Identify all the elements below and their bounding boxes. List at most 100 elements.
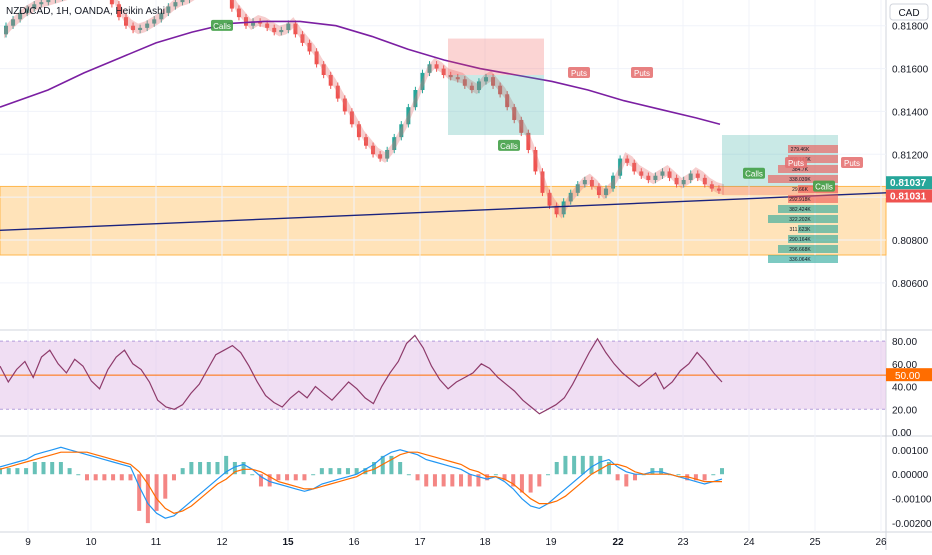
candle <box>618 158 623 176</box>
price-badge <box>886 189 932 203</box>
macd-histogram-bar <box>119 474 124 481</box>
candle <box>667 171 672 178</box>
macd-histogram-bar <box>311 474 316 476</box>
volume-profile-label: 311.623K <box>789 227 811 233</box>
candle <box>589 180 594 187</box>
candle <box>293 23 298 35</box>
volume-profile-label: 29.66K <box>792 187 809 193</box>
volume-profile-label: 292.918K <box>789 197 811 203</box>
rsi-line <box>0 334 723 415</box>
macd-histogram-bar <box>328 468 333 475</box>
macd-histogram-bar <box>424 474 429 487</box>
puts-signal <box>785 157 807 168</box>
rsi-current-badge <box>886 368 932 382</box>
price-badge <box>886 176 932 190</box>
candle <box>152 19 157 24</box>
macd-histogram-bar <box>354 468 359 475</box>
macd-histogram-bar <box>493 474 498 476</box>
macd-histogram-bar <box>24 468 29 475</box>
macd-histogram-bar <box>6 468 11 475</box>
macd-histogram-bar <box>519 474 524 493</box>
candle <box>540 171 545 193</box>
macd-histogram-bar <box>467 474 472 487</box>
macd-histogram-bar <box>285 474 290 481</box>
candle <box>349 111 354 125</box>
candle <box>646 175 651 180</box>
volume-profile-label: 338.039K <box>789 177 811 183</box>
candle <box>491 77 496 86</box>
volume-profile-bar <box>768 175 838 183</box>
signal-label: Calls <box>815 183 833 192</box>
candle <box>462 79 467 86</box>
time-tick-label: 9 <box>25 537 31 548</box>
time-tick-label: 18 <box>479 537 491 548</box>
calls-signal <box>813 180 835 192</box>
macd-pane <box>0 446 724 524</box>
currency-button[interactable]: CAD <box>889 3 929 21</box>
stop-loss-box-2 <box>722 186 838 195</box>
candle <box>476 81 481 90</box>
candle <box>385 150 390 159</box>
candle <box>356 124 361 138</box>
time-tick-label: 11 <box>151 537 162 548</box>
puts-signal <box>631 67 653 78</box>
candle <box>265 23 270 28</box>
candle <box>116 4 121 18</box>
candle <box>512 107 517 120</box>
take-profit-box <box>448 75 544 135</box>
candle <box>321 64 326 75</box>
candle <box>32 4 37 9</box>
macd-histogram-bar <box>372 462 377 475</box>
candle <box>688 173 693 180</box>
candle <box>427 64 432 73</box>
macd-histogram-bar <box>720 468 724 475</box>
macd-histogram-bar <box>293 474 298 481</box>
macd-histogram-bar <box>67 468 72 475</box>
candle <box>335 85 340 99</box>
candle <box>660 171 665 176</box>
candle <box>519 120 524 133</box>
candle <box>39 2 44 5</box>
macd-histogram-bar <box>606 462 611 475</box>
candle <box>314 51 319 65</box>
signal-label: Calls <box>745 170 763 179</box>
rsi-tick-label: 40.00 <box>892 383 917 394</box>
candle <box>695 173 700 178</box>
signal-label: Puts <box>844 159 860 168</box>
macd-histogram-bar <box>250 474 255 476</box>
candle <box>124 17 128 26</box>
stop-loss-box <box>448 38 544 75</box>
candle <box>166 6 171 13</box>
macd-histogram-bar <box>93 474 98 481</box>
candle <box>582 180 587 185</box>
puts-signal <box>841 157 863 168</box>
macd-histogram-bar <box>145 474 150 524</box>
rsi-tick-label: 60.00 <box>892 360 917 371</box>
macd-histogram-bar <box>615 474 620 481</box>
candle <box>131 25 136 30</box>
time-tick-label: 10 <box>85 537 97 548</box>
macd-histogram-bar <box>528 474 533 493</box>
candle <box>604 188 608 195</box>
macd-histogram-bar <box>537 474 542 487</box>
macd-histogram-bar <box>180 468 185 475</box>
volume-profile-label: 384.7K <box>792 167 809 173</box>
rsi-tick-label: 20.00 <box>892 405 917 416</box>
macd-histogram-bar <box>598 455 603 475</box>
candle <box>469 85 474 90</box>
macd-histogram-bar <box>319 468 324 475</box>
time-tick-label: 16 <box>348 537 360 548</box>
volume-profile-bar <box>768 215 838 223</box>
macd-histogram-bar <box>415 474 420 481</box>
candle <box>173 2 178 7</box>
volume-profile-bar <box>788 195 838 203</box>
candle <box>307 42 312 52</box>
macd-tick-label: -0.00200 <box>892 519 932 530</box>
macd-histogram-bar <box>15 468 20 475</box>
price-tick-label: 0.81400 <box>892 107 929 118</box>
macd-histogram-bar <box>589 455 594 475</box>
candle <box>286 23 291 30</box>
macd-histogram-bar <box>572 455 577 475</box>
